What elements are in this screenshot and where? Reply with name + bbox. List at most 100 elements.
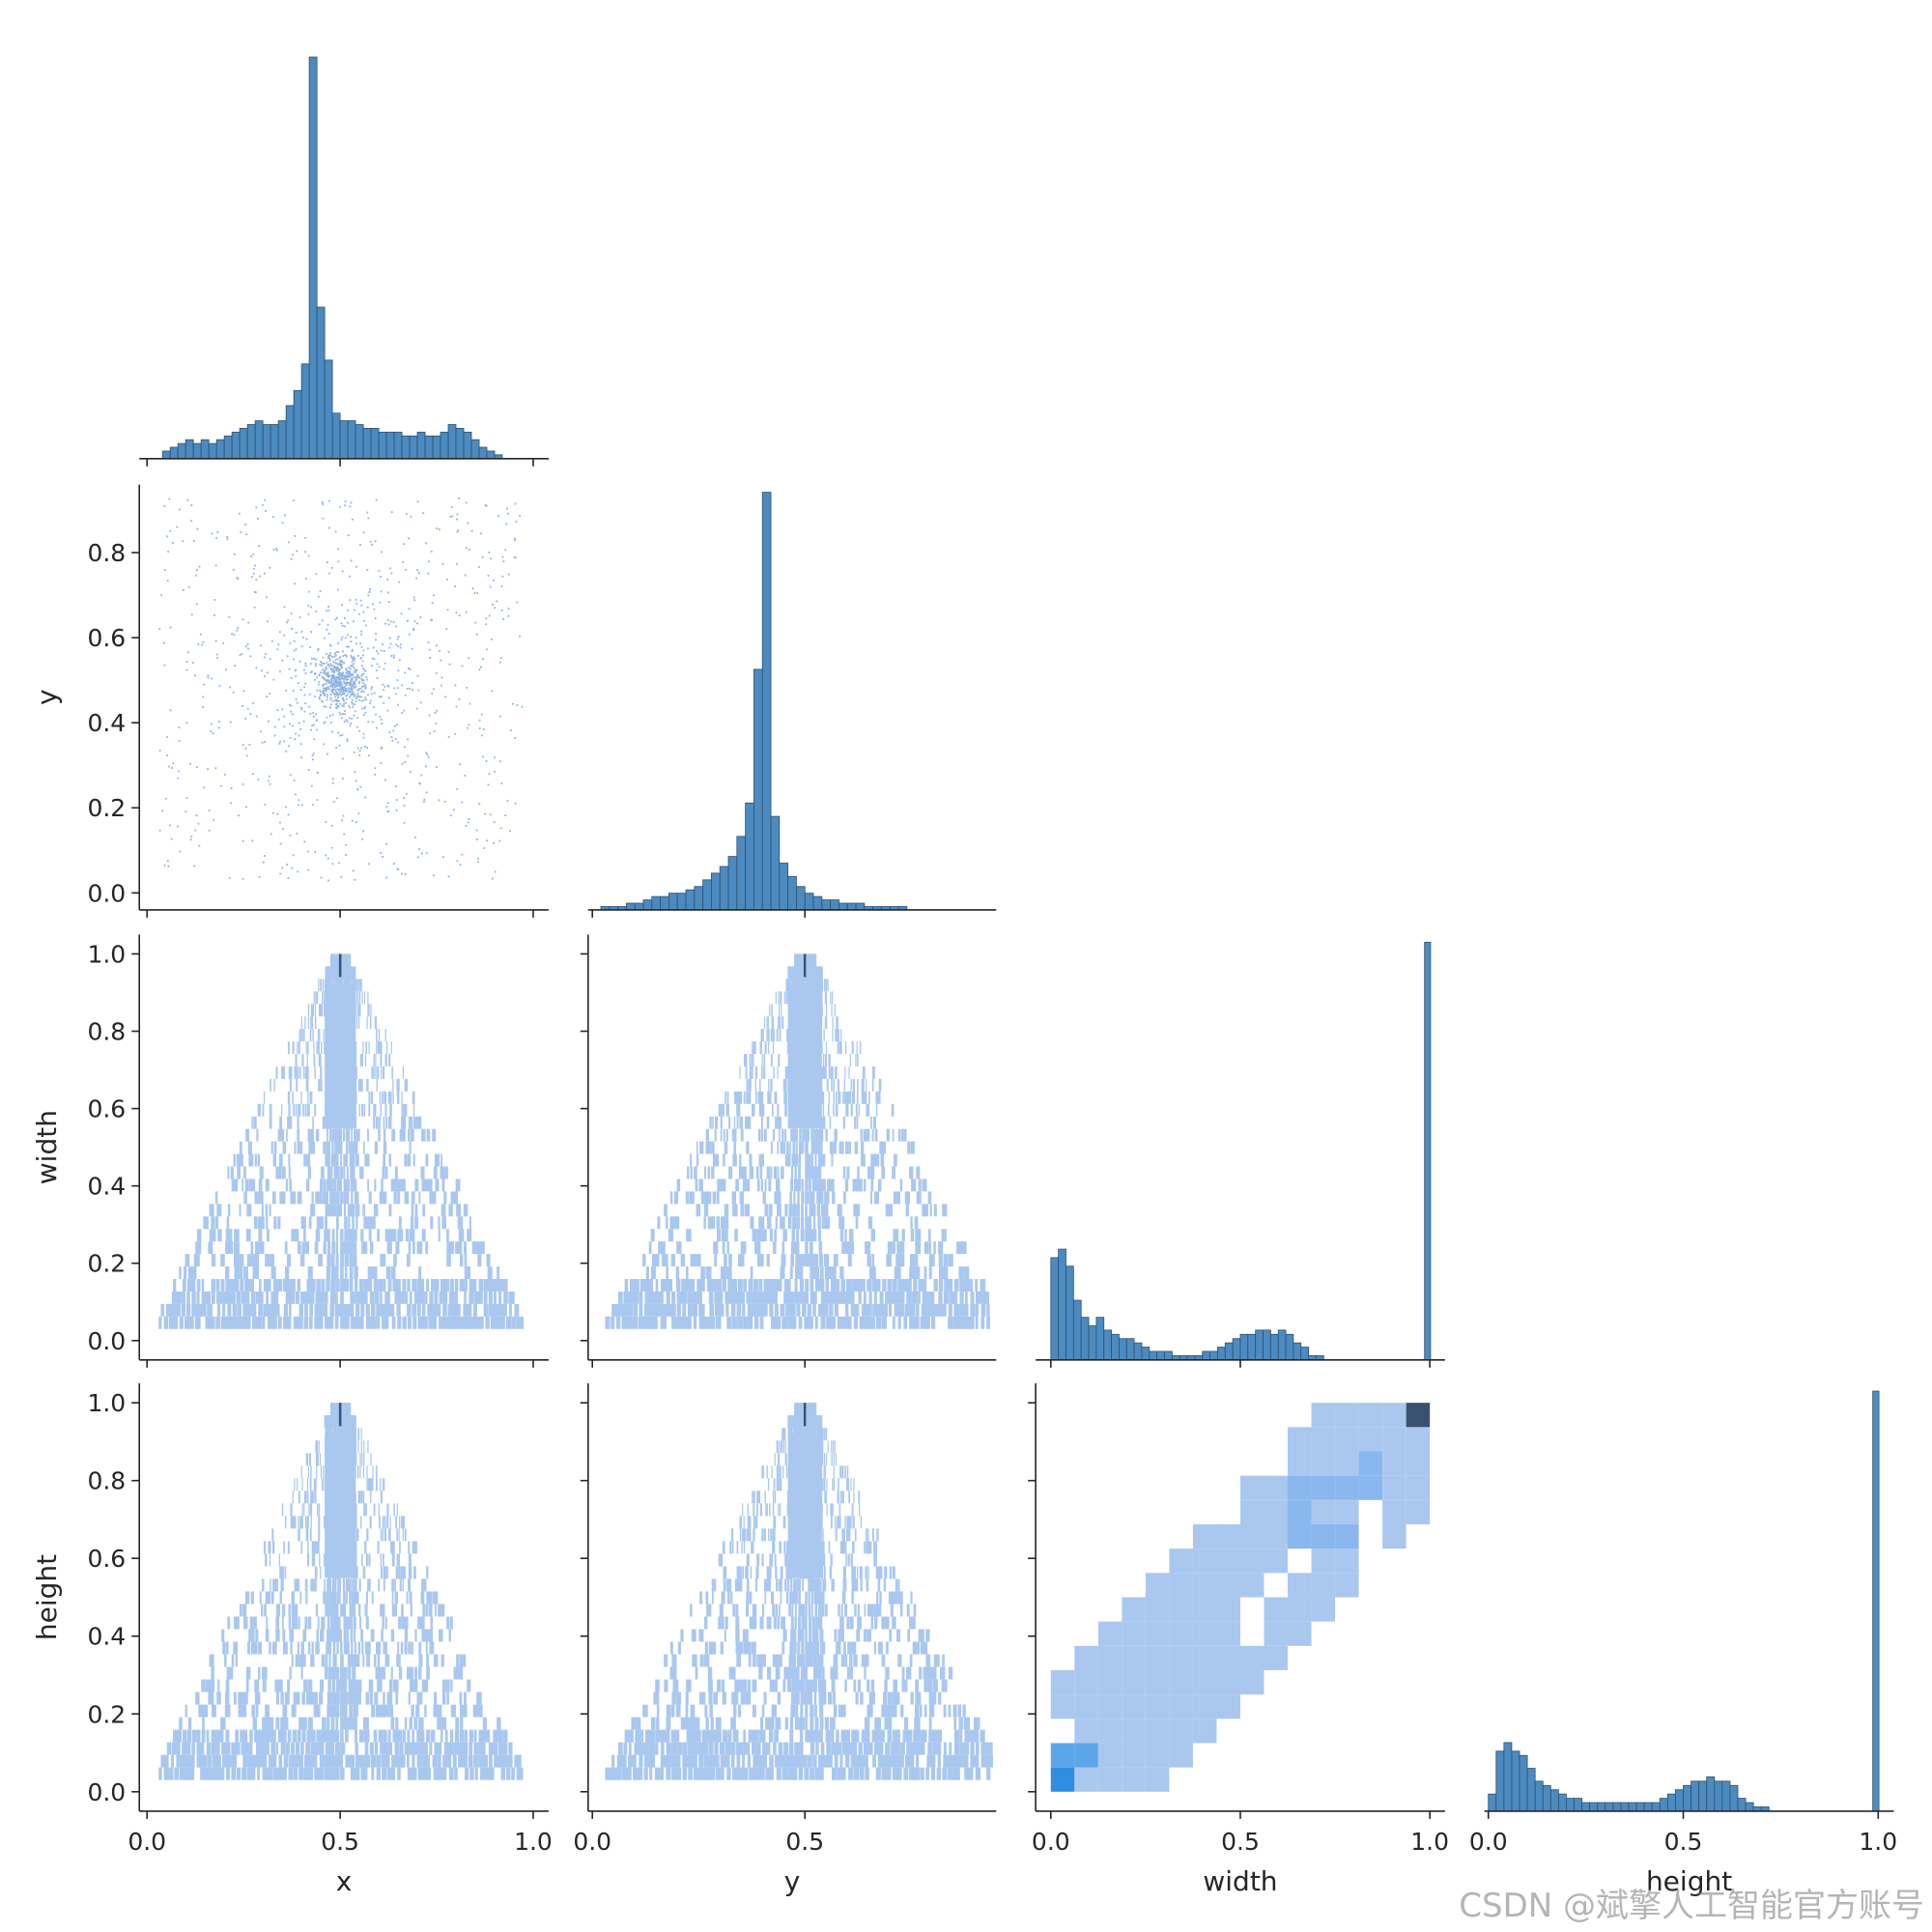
scatter-point bbox=[433, 874, 435, 877]
scatter-point bbox=[335, 685, 337, 688]
heat-cell bbox=[904, 1303, 912, 1317]
heat-cell bbox=[734, 1091, 737, 1104]
heat-cell bbox=[343, 1204, 346, 1217]
scatter-point bbox=[355, 780, 357, 782]
heat-cell bbox=[716, 1153, 720, 1167]
heat-cell bbox=[410, 1229, 415, 1242]
heat-cell bbox=[306, 1065, 309, 1079]
hist-bar bbox=[463, 431, 472, 460]
hist-bar bbox=[355, 424, 364, 460]
heat-cell bbox=[390, 1541, 393, 1554]
heat-cell bbox=[419, 1291, 425, 1304]
heat-cell bbox=[779, 1029, 781, 1042]
heat-cell bbox=[198, 1704, 205, 1718]
scatter-point bbox=[351, 678, 354, 680]
scatter-point bbox=[360, 696, 362, 698]
scatter-point bbox=[304, 665, 307, 668]
heat-cell bbox=[328, 1128, 332, 1142]
heat-cell bbox=[785, 1303, 793, 1317]
scatter-point bbox=[328, 499, 330, 502]
heat-cell bbox=[258, 1179, 263, 1192]
heat-cell bbox=[257, 1767, 260, 1780]
heat-cell bbox=[250, 1291, 256, 1304]
scatter-point bbox=[338, 668, 341, 671]
heat-cell bbox=[286, 1128, 288, 1142]
heat-cell bbox=[918, 1179, 922, 1192]
heat-cell bbox=[910, 1141, 915, 1154]
heat-cell bbox=[463, 1303, 469, 1317]
heat-cell bbox=[861, 1303, 869, 1317]
scatter-point bbox=[347, 687, 350, 690]
heat-cell bbox=[235, 1729, 240, 1743]
scatter-point bbox=[403, 746, 406, 749]
scatter-point bbox=[435, 671, 438, 674]
heat-cell bbox=[272, 1153, 276, 1167]
heat-cell bbox=[658, 1241, 665, 1255]
heat-cell bbox=[244, 1591, 249, 1605]
heat-cell bbox=[352, 1229, 357, 1242]
hist-bar bbox=[262, 424, 271, 460]
heat-cell bbox=[362, 1041, 364, 1055]
scatter-point bbox=[247, 647, 249, 650]
heat-cell bbox=[255, 1254, 260, 1267]
heat-cell bbox=[434, 1604, 437, 1617]
heat-cell bbox=[808, 1166, 813, 1179]
scatter-point bbox=[285, 806, 287, 809]
scatter-point bbox=[367, 721, 370, 724]
heat-cell bbox=[328, 1141, 331, 1154]
heat-cell bbox=[297, 1191, 302, 1205]
heat-cell bbox=[497, 1266, 500, 1279]
scatter-point bbox=[395, 693, 397, 696]
heat-cell bbox=[821, 991, 823, 1005]
heat-cell bbox=[201, 1278, 205, 1292]
heat-cell bbox=[201, 1742, 205, 1755]
hist-bar bbox=[1285, 1333, 1294, 1361]
heat-cell bbox=[731, 1128, 735, 1142]
heat-cell bbox=[306, 1054, 308, 1066]
heat-cell bbox=[323, 1478, 325, 1492]
heat-cell bbox=[370, 1004, 372, 1017]
heat-cell bbox=[310, 1491, 313, 1504]
heat-cell bbox=[742, 1166, 747, 1179]
heat-cell bbox=[469, 1216, 471, 1230]
scatter-point bbox=[308, 705, 311, 708]
heat-cell bbox=[390, 1091, 392, 1104]
heat-cell bbox=[344, 1691, 349, 1705]
heat-cell bbox=[336, 1166, 340, 1179]
heat-cell bbox=[675, 1278, 681, 1292]
heat-cell bbox=[623, 1291, 630, 1304]
heat-cell bbox=[442, 1166, 448, 1179]
panel-x-hist bbox=[139, 56, 549, 467]
heat-cell bbox=[246, 1767, 253, 1780]
heat-cell bbox=[327, 1629, 331, 1642]
heat-cell bbox=[412, 1754, 415, 1768]
heat-cell bbox=[435, 1591, 439, 1605]
heat-cell bbox=[254, 1691, 261, 1705]
heat-cell bbox=[415, 1704, 420, 1718]
heat-cell bbox=[280, 1578, 284, 1592]
heat-cell bbox=[259, 1241, 265, 1255]
heat-cell bbox=[313, 1704, 320, 1718]
heat-cell bbox=[313, 1054, 316, 1066]
heat-cell bbox=[745, 1116, 749, 1129]
scatter-point bbox=[269, 693, 271, 695]
heat-cell bbox=[837, 1316, 843, 1329]
scatter-point bbox=[297, 682, 299, 684]
heat-cell bbox=[856, 1041, 858, 1055]
heat-cell bbox=[768, 1179, 772, 1192]
scatter-point bbox=[504, 814, 507, 816]
heat-cell bbox=[329, 1629, 334, 1642]
heat-cell bbox=[319, 1316, 324, 1329]
heat-cell bbox=[320, 979, 322, 992]
heat-cell bbox=[408, 1241, 412, 1255]
heat-cell bbox=[980, 1316, 985, 1329]
heat-cell bbox=[378, 1729, 384, 1743]
heat-cell bbox=[355, 1516, 357, 1529]
scatter-point bbox=[351, 660, 354, 663]
scatter-point bbox=[242, 690, 245, 693]
heat-cell bbox=[318, 1516, 321, 1529]
scatter-point bbox=[332, 674, 334, 676]
heat-cell bbox=[460, 1717, 464, 1730]
heat-cell bbox=[798, 1153, 802, 1167]
heat-cell bbox=[321, 1729, 327, 1743]
